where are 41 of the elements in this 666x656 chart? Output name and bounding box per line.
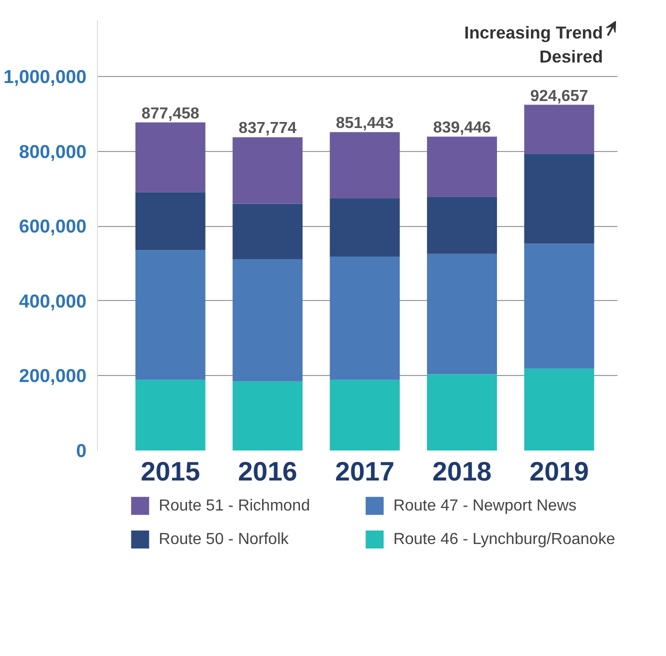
bar	[232, 137, 303, 204]
y-tick-label: 1,000,000	[4, 66, 87, 88]
bar	[426, 196, 497, 254]
total-label: 851,443	[336, 115, 394, 132]
y-tick-label: 600,000	[19, 216, 87, 237]
x-tick-label: 2018	[432, 456, 492, 486]
bar	[524, 154, 594, 244]
legend-label: Route 47 - Newport News	[393, 497, 577, 514]
bar	[426, 136, 497, 197]
y-tick-label: 200,000	[19, 365, 87, 386]
bar	[232, 381, 303, 450]
bar	[135, 380, 206, 450]
x-tick-label: 2017	[335, 456, 394, 486]
bar	[524, 368, 594, 450]
bar	[232, 259, 303, 382]
bar	[330, 256, 400, 380]
bar	[524, 244, 594, 369]
bar	[135, 192, 206, 250]
total-label: 839,446	[433, 120, 492, 137]
x-tick-label: 2015	[140, 456, 200, 486]
bar	[426, 374, 497, 450]
x-tick-label: 2019	[530, 456, 589, 486]
y-tick-label: 0	[76, 440, 87, 461]
bar	[330, 198, 400, 256]
y-tick-label: 800,000	[19, 140, 87, 162]
total-label: 837,774	[238, 120, 297, 138]
legend-label: Route 46 - Lynchburg/Roanoke	[393, 531, 616, 548]
total-label: 877,458	[141, 105, 200, 122]
legend-label: Route 51 - Richmond	[158, 497, 310, 514]
total-label: 924,657	[530, 88, 588, 105]
legend-label: Route 50 - Norfolk	[158, 531, 290, 548]
bar	[330, 380, 400, 450]
annotation: Increasing Trend Desired	[464, 22, 603, 66]
bar	[232, 204, 303, 260]
bar	[135, 122, 206, 192]
y-tick-label: 400,000	[19, 290, 87, 312]
x-tick-label: 2016	[238, 456, 298, 486]
bar	[330, 132, 400, 198]
bar	[135, 250, 206, 380]
bar	[524, 104, 594, 154]
bar	[426, 254, 497, 374]
